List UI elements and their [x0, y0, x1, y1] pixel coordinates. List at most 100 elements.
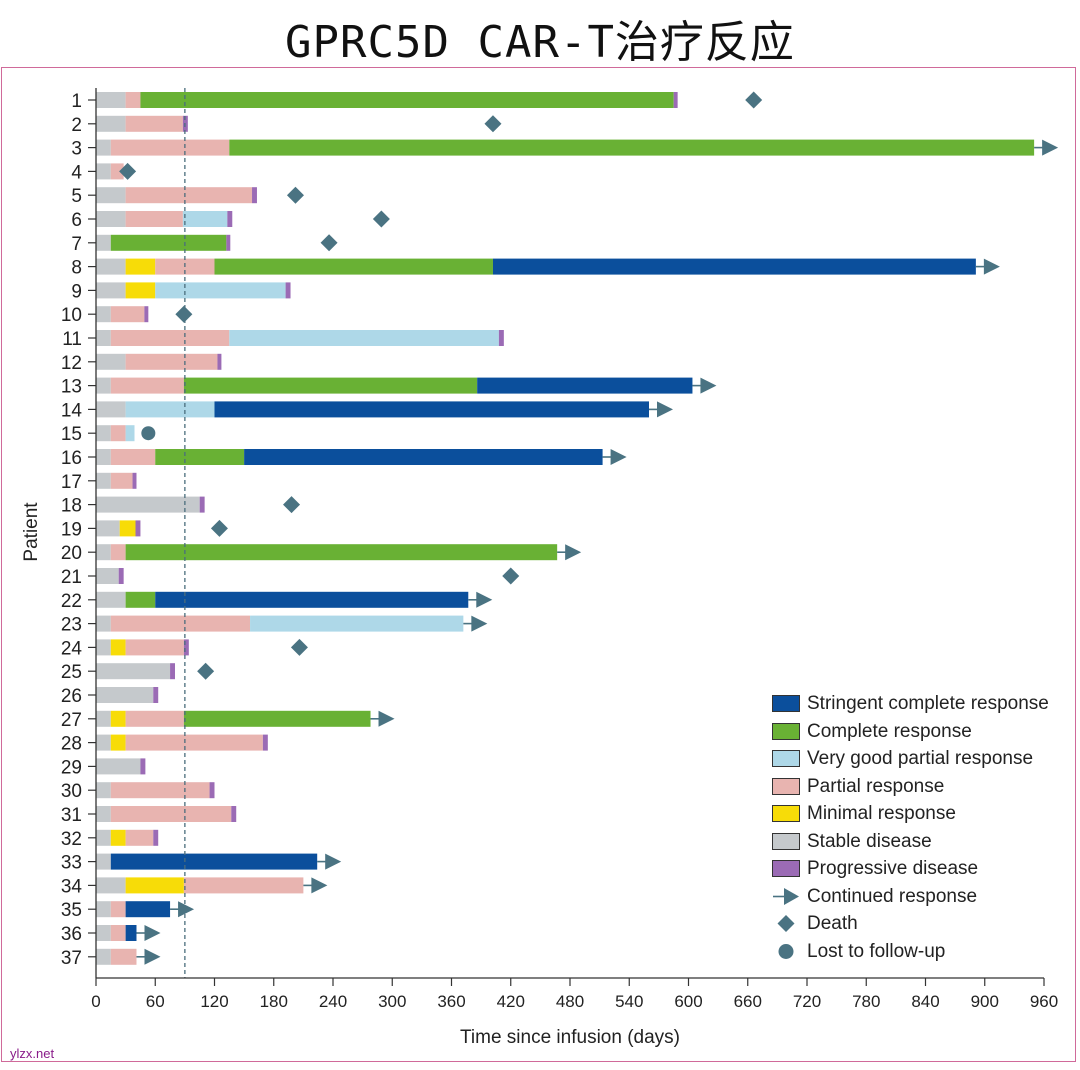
patient-row-6 — [96, 211, 233, 227]
bar-segment-pd — [252, 187, 257, 204]
legend-swatch-mr — [772, 805, 800, 822]
bar-segment-sd — [96, 163, 111, 180]
x-tick-label: 120 — [200, 992, 228, 1011]
y-tick-label: 21 — [61, 567, 82, 588]
x-tick-label: 720 — [793, 992, 821, 1011]
bar-segment-pd — [226, 234, 231, 251]
y-tick-label: 10 — [61, 305, 82, 326]
bar-segment-scr — [214, 401, 649, 418]
y-tick-label: 34 — [61, 876, 83, 897]
bar-segment-pr — [110, 449, 156, 465]
bar-segment-pd — [231, 806, 237, 822]
y-tick-label: 16 — [61, 448, 82, 469]
patient-row-12 — [96, 353, 222, 370]
bar-segment-sd — [96, 92, 126, 108]
legend-label: Death — [807, 913, 858, 934]
bar-segment-sd — [96, 663, 171, 680]
watermark: ylzx.net — [10, 1046, 55, 1061]
patient-row-29 — [96, 758, 146, 775]
legend-label: Very good partial response — [807, 748, 1034, 769]
y-tick-label: 13 — [61, 377, 82, 398]
y-tick-label: 1 — [71, 91, 82, 112]
bar-segment-pr — [125, 710, 184, 727]
bar-segment-sd — [96, 115, 126, 132]
y-tick-label: 12 — [61, 353, 82, 374]
continued-response-arrow — [476, 591, 493, 608]
y-tick-label: 32 — [61, 829, 82, 850]
bar-segment-mr — [125, 282, 156, 299]
death-marker — [286, 186, 304, 204]
legend-swatch-sd — [772, 832, 800, 850]
bar-segment-scr — [125, 925, 137, 941]
lost-to-follow-up-marker — [141, 426, 156, 441]
bar-segment-sd — [96, 139, 111, 156]
y-tick-label: 28 — [61, 734, 82, 755]
y-tick-label: 31 — [61, 805, 82, 826]
patient-row-34 — [96, 877, 304, 894]
death-marker — [320, 234, 338, 252]
patient-row-17 — [96, 472, 137, 489]
legend-swatch-pd — [772, 860, 800, 877]
patient-row-10 — [96, 306, 149, 323]
y-tick-label: 4 — [71, 162, 82, 183]
continued-response-arrow — [657, 401, 673, 418]
bar-segment-pd — [144, 306, 149, 323]
bar-segment-pr — [125, 211, 183, 227]
legend-swatch-scr — [772, 695, 800, 712]
legend-label: Lost to follow-up — [807, 940, 946, 962]
y-tick-label: 37 — [61, 948, 82, 969]
bar-segment-cr — [140, 92, 674, 108]
bar-segment-pd — [498, 330, 504, 346]
x-tick-label: 840 — [911, 992, 939, 1011]
bar-segment-sd — [96, 925, 111, 941]
bar-segment-vgpr — [250, 615, 464, 632]
bar-segment-sd — [96, 901, 111, 918]
legend-label: Partial response — [807, 775, 945, 797]
bar-segment-mr — [125, 877, 184, 894]
bar-segment-sd — [96, 520, 120, 537]
bar-segment-cr — [183, 377, 478, 394]
bar-segment-scr — [155, 591, 469, 608]
death-marker — [119, 162, 137, 180]
bar-segment-pr — [110, 139, 230, 156]
bar-segment-cr — [110, 234, 227, 251]
bar-segment-sd — [96, 496, 200, 513]
patient-row-30 — [96, 782, 215, 799]
y-tick-label: 23 — [61, 615, 82, 636]
bar-segment-sd — [96, 734, 111, 751]
y-tick-label: 7 — [71, 234, 82, 255]
bar-segment-sd — [96, 829, 111, 846]
x-tick-label: 60 — [146, 992, 165, 1011]
y-tick-label: 14 — [61, 400, 83, 421]
death-marker — [197, 662, 215, 680]
bar-segment-sd — [96, 544, 111, 561]
patient-row-35 — [96, 901, 171, 918]
axes-layer: 1234567891011121314151617181920212223242… — [61, 88, 1058, 1011]
arrow-icon — [773, 887, 799, 905]
continued-response-arrow — [144, 925, 161, 941]
bar-segment-scr — [244, 449, 603, 465]
patient-row-23 — [96, 615, 464, 632]
patient-row-11 — [96, 330, 504, 346]
patient-row-27 — [96, 710, 371, 727]
bar-segment-pr — [110, 806, 232, 822]
bar-segment-sd — [96, 591, 126, 608]
markers-layer — [119, 91, 1059, 965]
bar-segment-pr — [125, 187, 253, 204]
continued-response-arrow — [311, 877, 328, 894]
circle-icon — [778, 943, 794, 959]
bar-segment-vgpr — [182, 211, 228, 227]
y-tick-label: 9 — [71, 281, 82, 302]
bar-segment-pd — [262, 734, 268, 751]
death-marker — [175, 305, 193, 323]
bar-segment-mr — [110, 639, 126, 656]
bar-segment-pr — [110, 377, 184, 394]
bar-segment-mr — [125, 258, 156, 275]
patient-row-28 — [96, 734, 268, 751]
patient-row-20 — [96, 544, 558, 561]
bar-segment-cr — [183, 710, 371, 727]
y-tick-label: 36 — [61, 924, 82, 945]
bar-segment-pd — [217, 353, 222, 370]
x-tick-label: 600 — [674, 992, 702, 1011]
